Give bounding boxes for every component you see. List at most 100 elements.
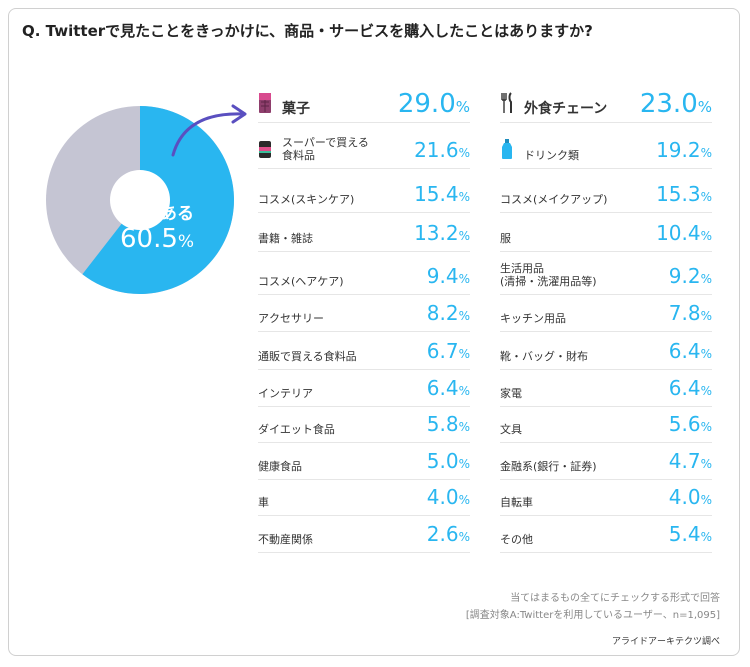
right-row-label: その他 — [500, 533, 533, 546]
right-value-number: 7.8 — [668, 301, 701, 325]
right-value-unit: % — [700, 309, 712, 323]
bottle-icon — [502, 139, 512, 159]
right-value-unit: % — [700, 457, 712, 471]
left-value-unit: % — [458, 229, 470, 243]
left-row-label: 不動産関係 — [258, 533, 313, 546]
right-row: 服 10.4% — [500, 215, 712, 252]
right-row: キッチン用品 7.8% — [500, 297, 712, 332]
left-value-number: 6.4 — [426, 376, 459, 400]
right-value-unit: % — [700, 384, 712, 398]
left-row: 菓子 29.0% — [258, 88, 470, 123]
left-row-label: ダイエット食品 — [258, 423, 335, 436]
left-value-number: 15.4 — [414, 182, 459, 206]
left-value-number: 9.4 — [426, 264, 459, 288]
right-value-unit: % — [700, 347, 712, 361]
right-value-number: 4.0 — [668, 485, 701, 509]
left-row: コスメ(スキンケア) 15.4% — [258, 176, 470, 213]
left-value-unit: % — [458, 146, 470, 160]
left-value-unit: % — [458, 493, 470, 507]
left-row-value: 5.0% — [427, 450, 470, 475]
left-row: スーパーで買える 食料品 21.6% — [258, 125, 470, 169]
left-row: 通販で買える食料品 6.7% — [258, 335, 470, 370]
right-row-value: 23.0% — [640, 91, 712, 118]
right-row-label: 自転車 — [500, 496, 533, 509]
right-value-unit: % — [700, 190, 712, 204]
pie-value: 60.5% — [120, 224, 194, 254]
right-row-value: 6.4% — [669, 377, 712, 402]
left-row-label: 健康食品 — [258, 460, 302, 473]
chocolate-icon — [259, 93, 271, 113]
fork-knife-icon — [501, 92, 512, 113]
left-row-value: 15.4% — [414, 183, 470, 208]
footnote-sample: [調査対象A:Twitterを利用しているユーザー、n=1,095] — [465, 610, 720, 621]
right-value-unit: % — [700, 146, 712, 160]
left-value-number: 29.0 — [397, 89, 456, 119]
left-value-unit: % — [458, 190, 470, 204]
right-value-number: 23.0 — [639, 89, 698, 119]
right-row: 外食チェーン 23.0% — [500, 88, 712, 123]
left-row: コスメ(ヘアケア) 9.4% — [258, 254, 470, 295]
left-row-value: 6.7% — [427, 340, 470, 365]
left-row: アクセサリー 8.2% — [258, 297, 470, 332]
left-row-label: コスメ(スキンケア) — [258, 193, 355, 206]
left-row-value: 6.4% — [427, 377, 470, 402]
left-row-label: 書籍・雑誌 — [258, 232, 313, 245]
right-row-label: 服 — [500, 232, 511, 245]
right-row-value: 7.8% — [669, 302, 712, 327]
right-row-value: 4.7% — [669, 450, 712, 475]
left-row: ダイエット食品 5.8% — [258, 409, 470, 443]
right-value-unit: % — [700, 420, 712, 434]
right-row: 家電 6.4% — [500, 372, 712, 407]
pie-value-number: 60.5 — [120, 224, 178, 254]
left-value-number: 6.7 — [426, 339, 459, 363]
right-row-label: 外食チェーン — [524, 101, 608, 117]
left-row-label: 菓子 — [282, 101, 310, 117]
left-row-label: 通販で買える食料品 — [258, 350, 357, 363]
pie-hole — [110, 170, 170, 230]
left-row-value: 21.6% — [414, 139, 470, 164]
left-value-number: 4.0 — [426, 485, 459, 509]
right-value-number: 19.2 — [656, 138, 701, 162]
right-row-value: 5.4% — [669, 523, 712, 548]
left-value-number: 8.2 — [426, 301, 459, 325]
right-row-value: 19.2% — [656, 139, 712, 164]
right-row: 金融系(銀行・証券) 4.7% — [500, 445, 712, 480]
left-row-value: 9.4% — [427, 265, 470, 290]
pie-label-yes: ある — [160, 204, 194, 224]
left-row-label: 車 — [258, 496, 269, 509]
right-value-number: 9.2 — [668, 264, 701, 288]
chart-title: Q. Twitterで見たことをきっかけに、商品・サービスを購入したことはありま… — [22, 22, 593, 40]
right-row: ドリンク類 19.2% — [500, 125, 712, 169]
right-row-label: 金融系(銀行・証券) — [500, 460, 597, 473]
right-value-unit: % — [700, 272, 712, 286]
left-row-value: 13.2% — [414, 222, 470, 247]
right-row-value: 15.3% — [656, 183, 712, 208]
right-value-unit: % — [700, 530, 712, 544]
left-row-label: スーパーで買える 食料品 — [282, 136, 369, 162]
right-row-label: コスメ(メイクアップ) — [500, 193, 608, 206]
footnote-method: 当てはまるもの全てにチェックする形式で回答 — [510, 593, 720, 604]
right-row-value: 6.4% — [669, 340, 712, 365]
right-value-number: 15.3 — [656, 182, 701, 206]
left-row-value: 8.2% — [427, 302, 470, 327]
left-value-unit: % — [458, 309, 470, 323]
left-value-unit: % — [458, 347, 470, 361]
right-value-number: 5.6 — [668, 412, 701, 436]
left-row-value: 5.8% — [427, 413, 470, 438]
right-row: 靴・バッグ・財布 6.4% — [500, 335, 712, 370]
left-row-value: 29.0% — [398, 91, 470, 118]
arrow-icon — [171, 104, 247, 157]
left-row-label: コスメ(ヘアケア) — [258, 275, 344, 288]
right-value-number: 4.7 — [668, 449, 701, 473]
left-row-label: アクセサリー — [258, 312, 324, 325]
right-row-value: 4.0% — [669, 486, 712, 511]
left-row-label: インテリア — [258, 387, 313, 400]
right-value-number: 5.4 — [668, 522, 701, 546]
right-row-value: 5.6% — [669, 413, 712, 438]
left-value-number: 13.2 — [414, 221, 459, 245]
left-value-unit: % — [458, 384, 470, 398]
food-container-icon — [259, 141, 271, 158]
left-row: 不動産関係 2.6% — [258, 518, 470, 553]
right-row-label: 生活用品 (清掃・洗濯用品等) — [500, 262, 597, 288]
right-row-label: 文具 — [500, 423, 522, 436]
